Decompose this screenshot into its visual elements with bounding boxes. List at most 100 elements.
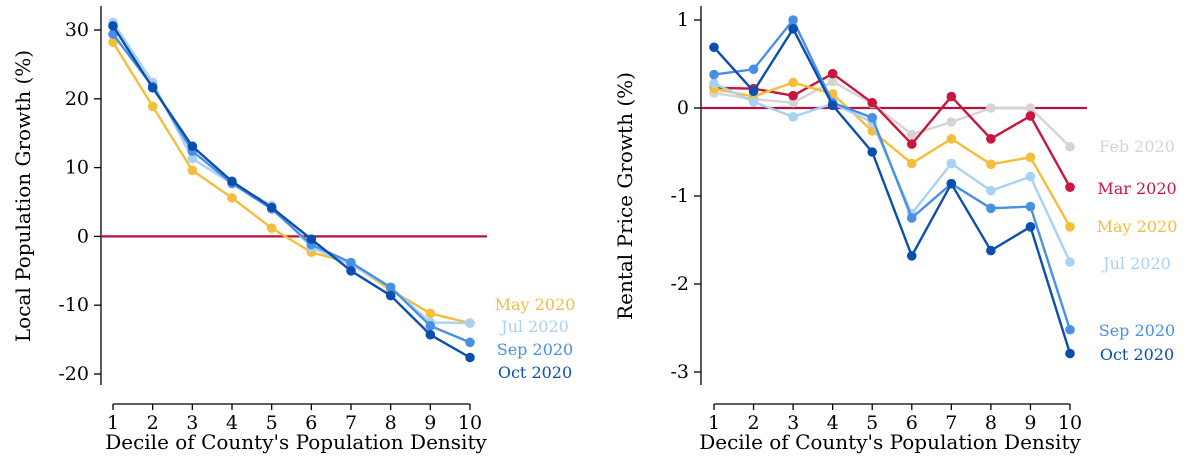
x-tick-label: 5 [866, 412, 878, 434]
series-line [111, 21, 471, 325]
series-line [713, 80, 1071, 148]
data-point [709, 78, 719, 89]
data-point [306, 234, 317, 244]
data-point [906, 129, 917, 140]
series-label: Sep 2020 [497, 340, 573, 359]
series-label: Mar 2020 [1097, 179, 1176, 198]
data-point [788, 24, 798, 34]
data-point [986, 134, 996, 144]
series-line [112, 33, 471, 344]
data-point [788, 77, 798, 88]
series-label: Jul 2020 [499, 317, 569, 336]
y-axis-title: Local Population Growth (%) [11, 50, 35, 342]
data-point [227, 176, 237, 187]
series-may-2020: May 2020 [108, 37, 576, 328]
x-tick-label: 10 [458, 412, 482, 434]
data-point [1025, 152, 1036, 163]
y-tick-label: -20 [58, 363, 89, 385]
x-tick-label: 6 [906, 412, 918, 434]
data-point [187, 165, 198, 176]
data-point [1025, 171, 1036, 182]
data-point [465, 352, 475, 363]
y-tick-label: 30 [65, 19, 89, 41]
series-line [111, 41, 471, 325]
x-tick-label: 7 [345, 412, 357, 434]
series-label: May 2020 [495, 295, 576, 314]
series-label: Oct 2020 [1100, 345, 1174, 364]
series-line [713, 72, 1072, 188]
y-axis-title: Rental Price Growth (%) [613, 72, 637, 320]
x-tick-label: 4 [827, 412, 839, 434]
y-tick-label: -10 [58, 294, 89, 316]
series-sep-2020: Sep 2020 [709, 15, 1175, 340]
data-point [986, 185, 996, 196]
x-axis-title: Decile of County's Population Density [105, 430, 487, 454]
x-tick-label: 7 [945, 412, 957, 434]
data-point [986, 103, 996, 113]
series-label: Oct 2020 [498, 363, 572, 382]
data-point [906, 213, 917, 223]
y-tick-label: -3 [670, 361, 689, 383]
data-point [1065, 348, 1075, 359]
data-point [1025, 103, 1036, 113]
data-point [465, 337, 475, 348]
data-point [147, 82, 158, 93]
x-tick-label: 1 [708, 412, 720, 434]
x-tick-label: 3 [186, 412, 198, 434]
data-point [346, 257, 356, 268]
series-oct-2020: Oct 2020 [108, 21, 572, 382]
data-point [788, 112, 798, 122]
data-point [1065, 222, 1075, 232]
data-point [788, 97, 798, 108]
series-label: Sep 2020 [1099, 321, 1175, 340]
data-point [867, 147, 878, 157]
series-line [111, 25, 471, 359]
data-point [709, 42, 719, 53]
data-point [788, 15, 798, 25]
series-label: Jul 2020 [1101, 254, 1171, 273]
data-point [1065, 182, 1075, 192]
data-point [946, 134, 957, 144]
data-point [385, 290, 396, 301]
x-tick-label: 4 [226, 412, 238, 434]
x-tick-label: 6 [305, 412, 317, 434]
data-point [906, 158, 917, 169]
x-tick-label: 5 [266, 412, 278, 434]
data-point [385, 282, 396, 293]
data-point [187, 153, 198, 164]
y-tick-label: -2 [670, 273, 689, 295]
series-oct-2020: Oct 2020 [709, 24, 1174, 364]
x-axis-title: Decile of County's Population Density [699, 430, 1081, 454]
data-point [1025, 222, 1036, 232]
data-point [946, 117, 957, 127]
data-point [108, 37, 118, 48]
data-point [827, 76, 838, 87]
data-point [867, 97, 878, 108]
data-point [1065, 324, 1075, 335]
data-point [465, 318, 475, 328]
series-label: May 2020 [1097, 217, 1178, 236]
data-point [986, 245, 996, 256]
x-tick-label: 8 [385, 412, 397, 434]
data-point [425, 321, 436, 331]
data-point [227, 193, 237, 203]
data-point [1025, 201, 1036, 212]
data-point [1025, 111, 1036, 121]
series-line [713, 18, 1072, 331]
data-point [906, 139, 917, 149]
x-tick-label: 9 [424, 412, 436, 434]
data-point [748, 64, 759, 75]
x-tick-label: 2 [147, 412, 159, 434]
data-point [1065, 257, 1075, 267]
x-tick-label: 2 [748, 412, 760, 434]
series-jul-2020: Jul 2020 [108, 17, 569, 336]
data-point [946, 91, 957, 102]
data-point [266, 223, 277, 233]
y-tick-label: 0 [677, 97, 689, 119]
series-line [713, 81, 1072, 228]
data-point [187, 141, 198, 152]
x-tick-label: 3 [787, 412, 799, 434]
